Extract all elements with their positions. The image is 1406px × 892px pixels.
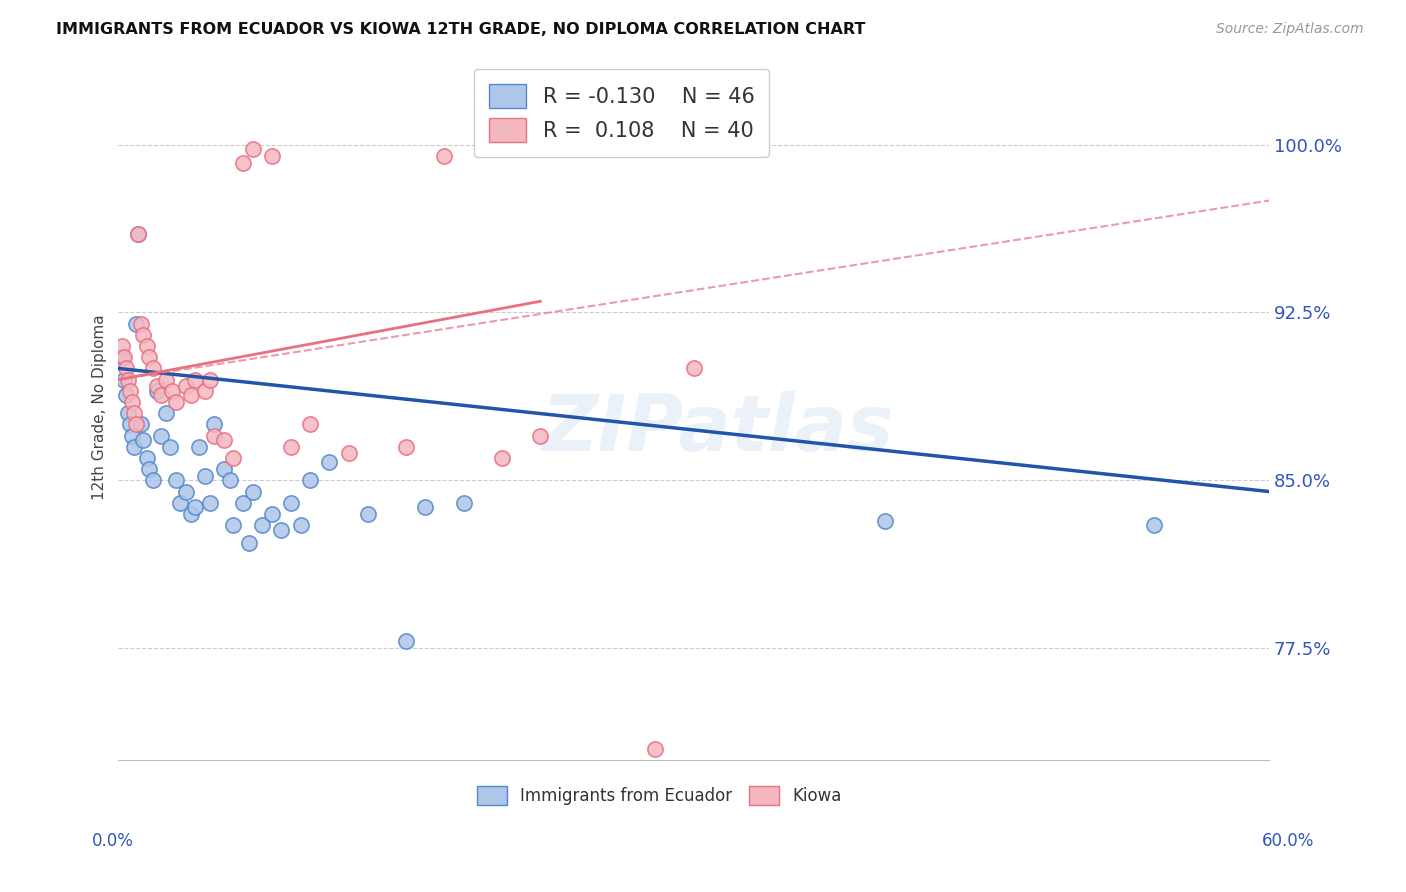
Point — [121, 395, 143, 409]
Point — [112, 350, 135, 364]
Point — [149, 428, 172, 442]
Point — [218, 473, 240, 487]
Point — [111, 350, 134, 364]
Point — [212, 462, 235, 476]
Point — [252, 518, 274, 533]
Point — [118, 417, 141, 432]
Point — [125, 417, 148, 432]
Point — [395, 440, 418, 454]
Point — [127, 227, 149, 242]
Point — [202, 428, 225, 442]
Point — [184, 373, 207, 387]
Point — [357, 507, 380, 521]
Point — [644, 742, 666, 756]
Point — [232, 496, 254, 510]
Point — [529, 428, 551, 442]
Point — [280, 496, 302, 510]
Point — [118, 384, 141, 398]
Text: 60.0%: 60.0% — [1263, 831, 1315, 849]
Point — [136, 339, 159, 353]
Point — [159, 440, 181, 454]
Point — [146, 384, 169, 398]
Point — [127, 227, 149, 242]
Point — [433, 149, 456, 163]
Point — [222, 450, 245, 465]
Point — [138, 350, 160, 364]
Point — [115, 361, 138, 376]
Point — [270, 523, 292, 537]
Point — [682, 361, 704, 376]
Point — [232, 155, 254, 169]
Point — [222, 518, 245, 533]
Point — [131, 317, 153, 331]
Point — [491, 450, 513, 465]
Text: ZIPatlas: ZIPatlas — [540, 391, 893, 467]
Point — [212, 433, 235, 447]
Point — [142, 473, 165, 487]
Legend: Immigrants from Ecuador, Kiowa: Immigrants from Ecuador, Kiowa — [470, 779, 848, 812]
Point — [125, 317, 148, 331]
Point — [165, 473, 187, 487]
Point — [149, 388, 172, 402]
Point — [169, 496, 191, 510]
Point — [413, 500, 436, 515]
Point — [112, 373, 135, 387]
Point — [174, 484, 197, 499]
Point — [117, 406, 139, 420]
Point — [586, 142, 609, 156]
Text: IMMIGRANTS FROM ECUADOR VS KIOWA 12TH GRADE, NO DIPLOMA CORRELATION CHART: IMMIGRANTS FROM ECUADOR VS KIOWA 12TH GR… — [56, 22, 866, 37]
Point — [160, 384, 183, 398]
Text: Source: ZipAtlas.com: Source: ZipAtlas.com — [1216, 22, 1364, 37]
Point — [242, 484, 264, 499]
Point — [132, 327, 155, 342]
Point — [299, 417, 322, 432]
Point — [165, 395, 187, 409]
Point — [138, 462, 160, 476]
Point — [290, 518, 312, 533]
Point — [200, 496, 222, 510]
Point — [142, 361, 165, 376]
Point — [280, 440, 302, 454]
Point — [155, 406, 177, 420]
Point — [299, 473, 322, 487]
Point — [117, 373, 139, 387]
Point — [111, 339, 134, 353]
Point — [115, 388, 138, 402]
Y-axis label: 12th Grade, No Diploma: 12th Grade, No Diploma — [93, 315, 107, 500]
Point — [875, 514, 897, 528]
Point — [174, 379, 197, 393]
Point — [395, 634, 418, 648]
Point — [132, 433, 155, 447]
Point — [180, 388, 202, 402]
Point — [318, 455, 340, 469]
Point — [453, 496, 475, 510]
Point — [180, 507, 202, 521]
Point — [260, 149, 283, 163]
Point — [260, 507, 283, 521]
Point — [122, 440, 145, 454]
Point — [202, 417, 225, 432]
Point — [188, 440, 211, 454]
Point — [194, 384, 217, 398]
Point — [155, 373, 177, 387]
Point — [131, 417, 153, 432]
Point — [184, 500, 207, 515]
Point — [242, 142, 264, 156]
Text: 0.0%: 0.0% — [91, 831, 134, 849]
Point — [238, 536, 260, 550]
Point — [121, 428, 143, 442]
Point — [1143, 518, 1166, 533]
Point — [136, 450, 159, 465]
Point — [146, 379, 169, 393]
Point — [194, 468, 217, 483]
Point — [200, 373, 222, 387]
Point — [337, 446, 360, 460]
Point — [122, 406, 145, 420]
